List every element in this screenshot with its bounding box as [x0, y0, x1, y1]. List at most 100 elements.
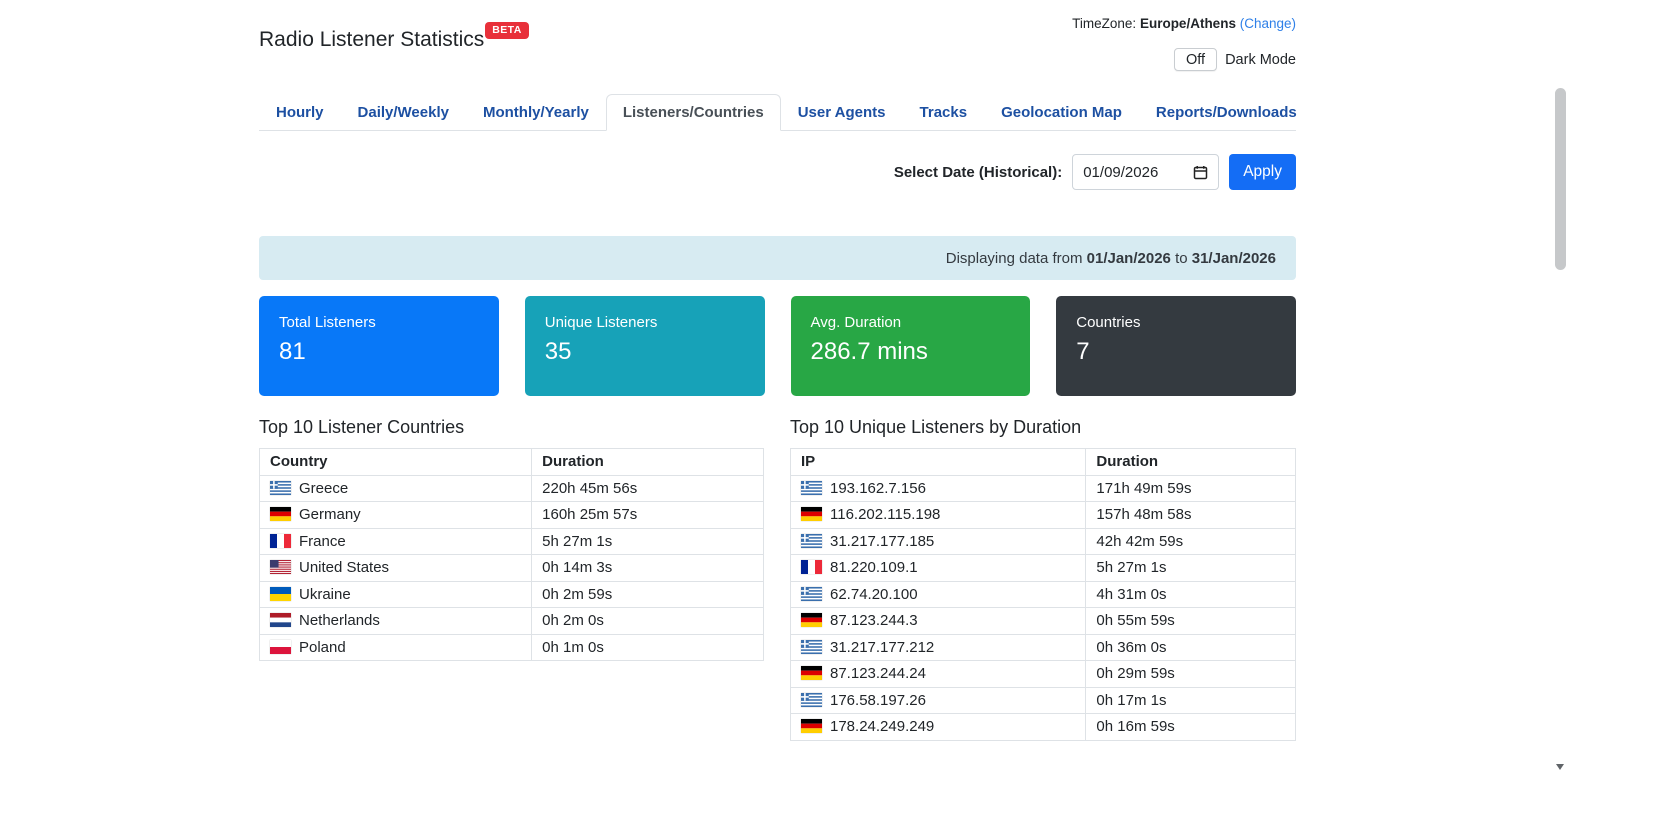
country-cell: France — [258, 527, 533, 555]
beta-badge: BETA — [485, 21, 529, 39]
duration-cell: 5h 27m 1s — [531, 527, 764, 555]
date-filter: Select Date (Historical): Apply — [894, 154, 1296, 190]
stat-card-value: 286.7 mins — [810, 338, 928, 365]
scrollbar-thumb[interactable] — [1555, 88, 1566, 270]
listeners-table: IP Duration 193.162.7.156 171h 49m 59s 116… — [789, 448, 1296, 741]
banner-date-to: 31/Jan/2026 — [1191, 249, 1276, 267]
table-row: 62.74.20.100 4h 31m 0s — [789, 580, 1296, 608]
banner-date-from: 01/Jan/2026 — [1086, 249, 1171, 267]
country-label: Ukraine — [299, 585, 351, 603]
column-header-duration: Duration — [1085, 448, 1296, 476]
countries-section-title: Top 10 Listener Countries — [259, 417, 465, 437]
flag-gr-icon — [270, 480, 291, 495]
table-row: Netherlands 0h 2m 0s — [258, 607, 764, 635]
ip-cell: 31.217.177.212 — [789, 633, 1087, 661]
ip-cell: 176.58.197.26 — [789, 686, 1087, 714]
page-title-text: Radio Listener Statistics — [259, 28, 485, 51]
country-label: Netherlands — [299, 612, 380, 629]
stat-card-value: 35 — [544, 338, 572, 365]
flag-gr-icon — [801, 639, 822, 654]
calendar-icon[interactable] — [1193, 165, 1208, 180]
table-row: Ukraine 0h 2m 59s — [258, 580, 764, 608]
stat-card-label: Total Listeners — [279, 314, 376, 331]
dark-mode-control: Off Dark Mode — [1174, 48, 1296, 71]
timezone-label: TimeZone: — [1072, 16, 1137, 31]
duration-cell: 160h 25m 57s — [531, 501, 764, 529]
ip-label: 31.217.177.185 — [830, 532, 935, 550]
tables-section: Top 10 Listener Countries Country Durati… — [258, 417, 1296, 741]
tab-tracks[interactable]: Tracks — [919, 104, 968, 121]
countries-section: Top 10 Listener Countries Country Durati… — [258, 417, 764, 741]
stat-card-countries: Countries 7 — [1056, 296, 1296, 396]
country-label: United States — [299, 559, 390, 576]
ip-label: 62.74.20.100 — [830, 585, 918, 603]
duration-cell: 4h 31m 0s — [1085, 580, 1296, 608]
countries-table-body: Greece 220h 45m 56s Germany 160h 25m 57s Fra… — [258, 474, 764, 661]
date-filter-label: Select Date (Historical): — [893, 163, 1063, 181]
tab-listeners-countries[interactable]: Listeners/Countries — [605, 94, 781, 131]
duration-cell: 220h 45m 56s — [531, 474, 764, 502]
country-label: Greece — [299, 479, 349, 497]
country-cell: Germany — [258, 501, 533, 529]
countries-table-header-row: Country Duration — [258, 448, 764, 476]
table-row: 178.24.249.249 0h 16m 59s — [789, 713, 1296, 741]
tab-monthly-yearly[interactable]: Monthly/Yearly — [482, 104, 589, 121]
duration-cell: 0h 55m 59s — [1085, 607, 1296, 635]
ip-cell: 62.74.20.100 — [789, 580, 1087, 608]
flag-de-icon — [801, 719, 822, 733]
dark-mode-toggle-button[interactable]: Off — [1174, 48, 1218, 71]
flag-gr-icon — [801, 586, 822, 601]
tabs: Hourly Daily/Weekly Monthly/Yearly Listener… — [259, 94, 1297, 131]
timezone-line: TimeZone: Europe/Athens (Change) — [1072, 16, 1296, 31]
ip-cell: 178.24.249.249 — [789, 713, 1087, 741]
countries-table: Country Duration Greece 220h 45m 56s Germa… — [258, 448, 764, 661]
stat-card-avg-duration: Avg. Duration 286.7 mins — [790, 296, 1031, 396]
table-row: United States 0h 14m 3s — [258, 554, 764, 582]
listeners-section: Top 10 Unique Listeners by Duration IP D… — [789, 417, 1296, 741]
table-row: France 5h 27m 1s — [258, 527, 764, 555]
listeners-table-header-row: IP Duration — [789, 448, 1296, 476]
country-label: France — [299, 532, 346, 550]
date-input-field[interactable] — [1083, 163, 1180, 181]
date-input[interactable] — [1072, 154, 1220, 190]
duration-cell: 0h 17m 1s — [1085, 686, 1296, 714]
duration-cell: 171h 49m 59s — [1085, 474, 1296, 502]
tab-geolocation-map[interactable]: Geolocation Map — [1001, 104, 1122, 121]
column-header-country: Country — [258, 448, 533, 476]
table-row: 193.162.7.156 171h 49m 59s — [789, 474, 1296, 502]
ip-cell: 193.162.7.156 — [789, 474, 1087, 502]
flag-fr-icon — [270, 533, 291, 548]
flag-de-icon — [801, 613, 822, 627]
ip-cell: 81.220.109.1 — [789, 554, 1087, 582]
scrollbar-down-arrow-icon[interactable] — [1556, 764, 1564, 770]
stat-card-value: 81 — [279, 338, 306, 365]
duration-cell: 0h 36m 0s — [1085, 633, 1296, 661]
flag-us-icon — [270, 560, 291, 574]
column-header-duration: Duration — [531, 448, 764, 476]
ip-label: 87.123.244.24 — [830, 665, 926, 682]
flag-gr-icon — [801, 533, 822, 548]
main-container: Radio Listener Statistics BETA TimeZone: … — [258, 0, 1297, 831]
table-row: 87.123.244.24 0h 29m 59s — [789, 660, 1296, 688]
tab-user-agents[interactable]: User Agents — [797, 104, 886, 121]
ip-label: 116.202.115.198 — [830, 506, 941, 523]
column-header-ip: IP — [789, 448, 1087, 476]
table-row: Greece 220h 45m 56s — [258, 474, 764, 502]
flag-de-icon — [270, 507, 291, 521]
flag-ua-icon — [270, 586, 291, 601]
timezone-change-link[interactable]: (Change) — [1239, 16, 1296, 31]
ip-label: 193.162.7.156 — [830, 479, 926, 497]
apply-button[interactable]: Apply — [1229, 154, 1296, 190]
tab-daily-weekly[interactable]: Daily/Weekly — [357, 104, 449, 121]
duration-cell: 0h 29m 59s — [1085, 660, 1296, 688]
duration-cell: 42h 42m 59s — [1085, 527, 1296, 555]
info-banner: Displaying data from 01/Jan/2026 to 31/J… — [259, 236, 1296, 280]
dark-mode-label: Dark Mode — [1225, 51, 1296, 68]
country-label: Poland — [299, 638, 346, 656]
tab-reports-downloads[interactable]: Reports/Downloads — [1155, 104, 1297, 121]
table-row: 176.58.197.26 0h 17m 1s — [789, 686, 1296, 714]
ip-label: 31.217.177.212 — [830, 638, 935, 656]
tab-hourly[interactable]: Hourly — [276, 104, 324, 121]
ip-cell: 87.123.244.3 — [789, 607, 1087, 635]
